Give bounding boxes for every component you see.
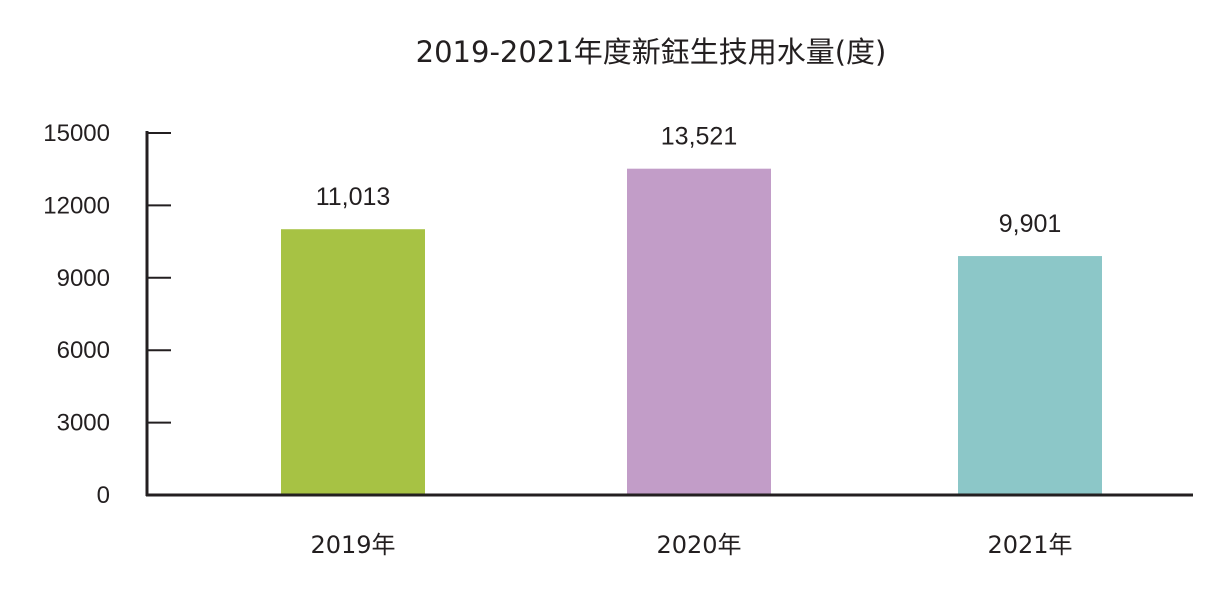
y-tick-label: 9000 (57, 265, 110, 292)
y-tick-label: 15000 (43, 120, 110, 147)
x-tick-label: 2020年 (656, 531, 741, 559)
data-label: 11,013 (316, 183, 391, 211)
x-tick-label: 2019年 (310, 531, 395, 559)
bars (281, 168, 1102, 495)
bar (627, 168, 771, 495)
bar (958, 256, 1102, 495)
y-tick-label: 3000 (57, 410, 110, 437)
x-axis-labels: 2019年 2020年 2021年 (310, 531, 1072, 559)
y-tick-label: 6000 (57, 337, 110, 364)
chart-title: 2019-2021年度新鈺生技用水量(度) (416, 35, 887, 69)
data-label: 13,521 (661, 123, 737, 151)
data-label: 9,901 (999, 210, 1062, 238)
value-labels: 11,013 13,521 9,901 (316, 123, 1062, 238)
x-tick-label: 2021年 (987, 531, 1072, 559)
y-axis-ticks: 0 3000 6000 9000 12000 15000 (43, 120, 171, 509)
bar (281, 229, 425, 495)
y-tick-label: 0 (97, 482, 110, 509)
y-tick-label: 12000 (43, 192, 110, 219)
